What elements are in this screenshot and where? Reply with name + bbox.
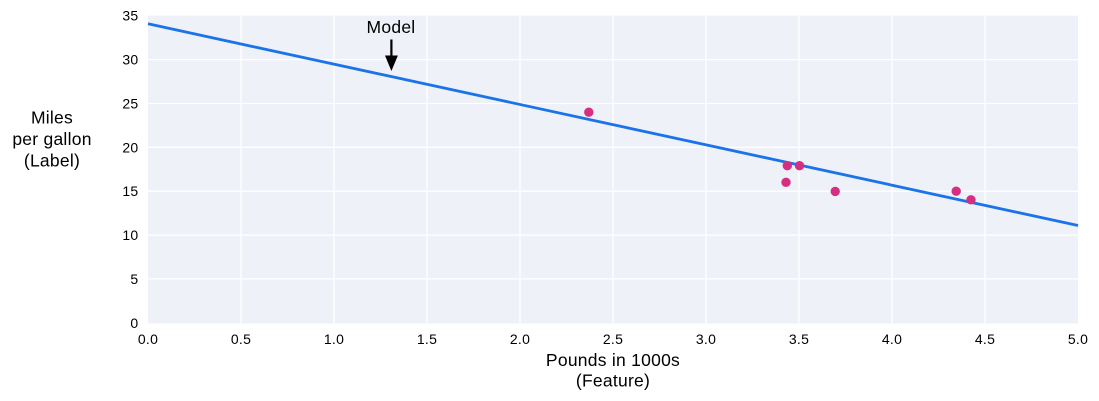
svg-text:1.5: 1.5 bbox=[417, 331, 437, 347]
svg-text:(Label): (Label) bbox=[24, 150, 80, 170]
svg-text:Miles: Miles bbox=[31, 107, 73, 127]
svg-text:4.5: 4.5 bbox=[975, 331, 995, 347]
svg-text:2.0: 2.0 bbox=[510, 331, 530, 347]
svg-text:Model: Model bbox=[367, 17, 416, 37]
svg-text:4.0: 4.0 bbox=[882, 331, 902, 347]
svg-text:10: 10 bbox=[122, 227, 138, 243]
svg-text:15: 15 bbox=[122, 183, 138, 199]
svg-text:20: 20 bbox=[122, 139, 138, 155]
svg-text:0.5: 0.5 bbox=[231, 331, 251, 347]
svg-text:0.0: 0.0 bbox=[138, 331, 158, 347]
svg-text:1.0: 1.0 bbox=[324, 331, 344, 347]
svg-text:25: 25 bbox=[122, 96, 138, 112]
svg-text:3.5: 3.5 bbox=[789, 331, 809, 347]
svg-text:30: 30 bbox=[122, 52, 138, 68]
svg-text:2.5: 2.5 bbox=[603, 331, 623, 347]
svg-text:0: 0 bbox=[130, 315, 138, 331]
svg-text:per gallon: per gallon bbox=[12, 129, 91, 149]
svg-text:Pounds in 1000s: Pounds in 1000s bbox=[546, 350, 680, 370]
svg-text:3.0: 3.0 bbox=[696, 331, 716, 347]
svg-text:(Feature): (Feature) bbox=[576, 370, 650, 390]
svg-text:5.0: 5.0 bbox=[1068, 331, 1088, 347]
svg-text:5: 5 bbox=[130, 271, 138, 287]
svg-text:35: 35 bbox=[122, 8, 138, 24]
